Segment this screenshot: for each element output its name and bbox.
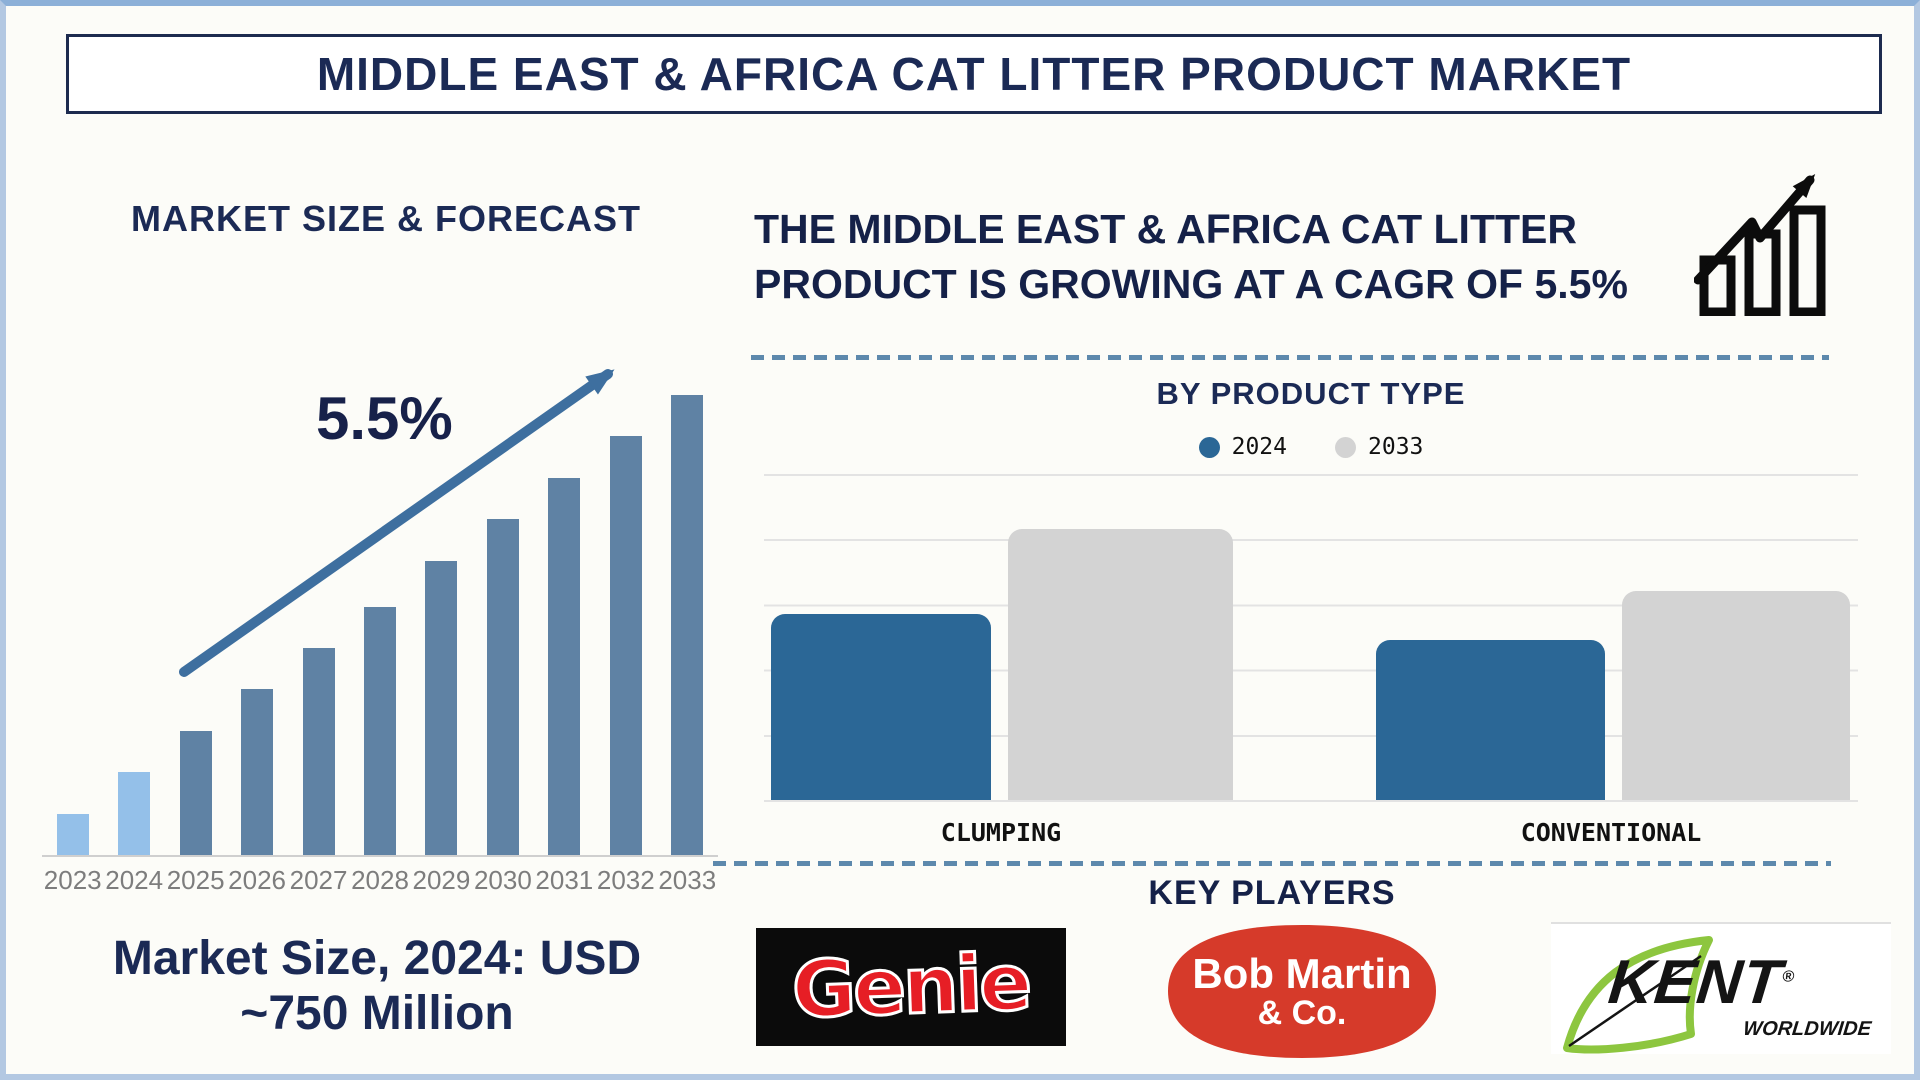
kent-logo-text: KENT® <box>1605 948 1798 1017</box>
market-size-bar-2033 <box>657 395 718 855</box>
kent-logo: KENT® WORLDWIDE <box>1551 922 1891 1054</box>
market-size-bar-2023 <box>42 397 103 855</box>
year-label-2029: 2029 <box>412 865 471 895</box>
bob-martin-logo: Bob Martin & Co. <box>1156 909 1448 1074</box>
bar-2024 <box>118 772 151 855</box>
year-label-2032: 2032 <box>596 865 655 895</box>
cagr-statement: THE MIDDLE EAST & AFRICA CAT LITTER PROD… <box>754 206 1628 308</box>
kent-worldwide-text: WORLDWIDE <box>1742 1018 1873 1040</box>
bar-2031 <box>548 477 581 855</box>
market-size-bar-chart: 2023 2024 2025 2026 2027 2028 2029 2030 2031 2032… <box>42 395 718 896</box>
product-type-legend: 2024 2033 <box>764 434 1858 460</box>
market-size-bar-2028 <box>349 397 410 855</box>
genie-logo: Genie <box>756 928 1066 1046</box>
bob-martin-line2: & Co. <box>1257 993 1347 1032</box>
category-label-conventional: CONVENTIONAL <box>1520 818 1702 847</box>
legend-label-2033: 2033 <box>1368 434 1424 460</box>
dashed-divider-top <box>751 355 1829 360</box>
year-label-2033: 2033 <box>658 865 717 895</box>
market-size-caption-line1: Market Size, 2024: USD <box>112 932 642 985</box>
bob-martin-logo-text: Bob Martin & Co. <box>1156 909 1448 1074</box>
kent-leaf-icon <box>1563 936 1713 1054</box>
year-label-2027: 2027 <box>289 865 348 895</box>
market-size-caption-line2: ~750 Million <box>240 986 514 1040</box>
bar-clumping-2033 <box>1008 529 1233 800</box>
market-size-bar-2030 <box>472 397 533 855</box>
bar-2025 <box>179 730 212 855</box>
cagr-percent-label: 5.5% <box>316 385 453 452</box>
legend-label-2024: 2024 <box>1231 434 1287 460</box>
bar-conventional-2033 <box>1622 591 1850 800</box>
market-size-year-labels: 2023 2024 2025 2026 2027 2028 2029 2030 2031 2032… <box>42 865 718 896</box>
category-label-clumping: CLUMPING <box>940 818 1062 847</box>
bar-2033 <box>671 395 704 855</box>
market-size-caption: Market Size, 2024: USD ~750 Million <box>32 932 722 1041</box>
legend-item-2024: 2024 <box>1198 434 1287 460</box>
market-size-forecast-title: MARKET SIZE & FORECAST <box>130 198 641 239</box>
product-type-chart-title: BY PRODUCT TYPE <box>1156 376 1466 411</box>
key-players-heading: KEY PLAYERS <box>1148 874 1396 912</box>
kent-registered-mark: ® <box>1781 968 1797 986</box>
bar-2026 <box>241 689 274 855</box>
market-size-bar-2031 <box>534 397 595 855</box>
bar-group-clumping <box>771 474 1233 800</box>
bar-chart-growth-icon <box>1694 173 1826 316</box>
header-title-box: MIDDLE EAST & AFRICA CAT LITTER PRODUCT … <box>66 34 1882 114</box>
year-label-2030: 2030 <box>473 865 532 895</box>
year-label-2026: 2026 <box>228 865 286 895</box>
bar-2029 <box>425 560 458 855</box>
bar-2030 <box>486 519 519 855</box>
bob-martin-badge-icon <box>1168 925 1436 1058</box>
legend-dot-2033-icon <box>1335 436 1356 458</box>
bob-martin-line1: Bob Martin <box>1192 949 1412 997</box>
market-size-bar-2029 <box>411 397 472 855</box>
page-title: MIDDLE EAST & AFRICA CAT LITTER PRODUCT … <box>316 48 1632 100</box>
year-label-2028: 2028 <box>351 865 409 895</box>
bar-2028 <box>363 606 396 855</box>
bar-2023 <box>56 813 89 855</box>
market-size-bar-2026 <box>226 397 287 855</box>
year-label-2024: 2024 <box>105 865 164 895</box>
market-size-bar-2027 <box>288 397 349 855</box>
year-label-2023: 2023 <box>43 865 102 895</box>
growth-arrow-icon <box>179 369 615 677</box>
bar-clumping-2024 <box>771 614 991 800</box>
year-label-2025: 2025 <box>166 865 225 895</box>
dashed-divider-bottom <box>713 861 1831 866</box>
bar-2027 <box>302 648 335 855</box>
market-size-bars <box>42 395 718 857</box>
product-type-plot-area <box>764 474 1858 802</box>
market-size-bar-2032 <box>595 397 656 855</box>
bar-group-conventional <box>1376 474 1850 800</box>
legend-item-2033: 2033 <box>1335 434 1423 460</box>
legend-dot-2024-icon <box>1198 436 1220 458</box>
genie-logo-text: Genie <box>789 936 1032 1037</box>
market-size-bar-2025 <box>165 397 226 855</box>
year-label-2031: 2031 <box>535 865 594 895</box>
bar-2032 <box>609 436 642 855</box>
market-size-bar-2024 <box>103 397 164 855</box>
kent-wordmark: KENT <box>1605 948 1786 1017</box>
bar-conventional-2024 <box>1376 640 1605 800</box>
